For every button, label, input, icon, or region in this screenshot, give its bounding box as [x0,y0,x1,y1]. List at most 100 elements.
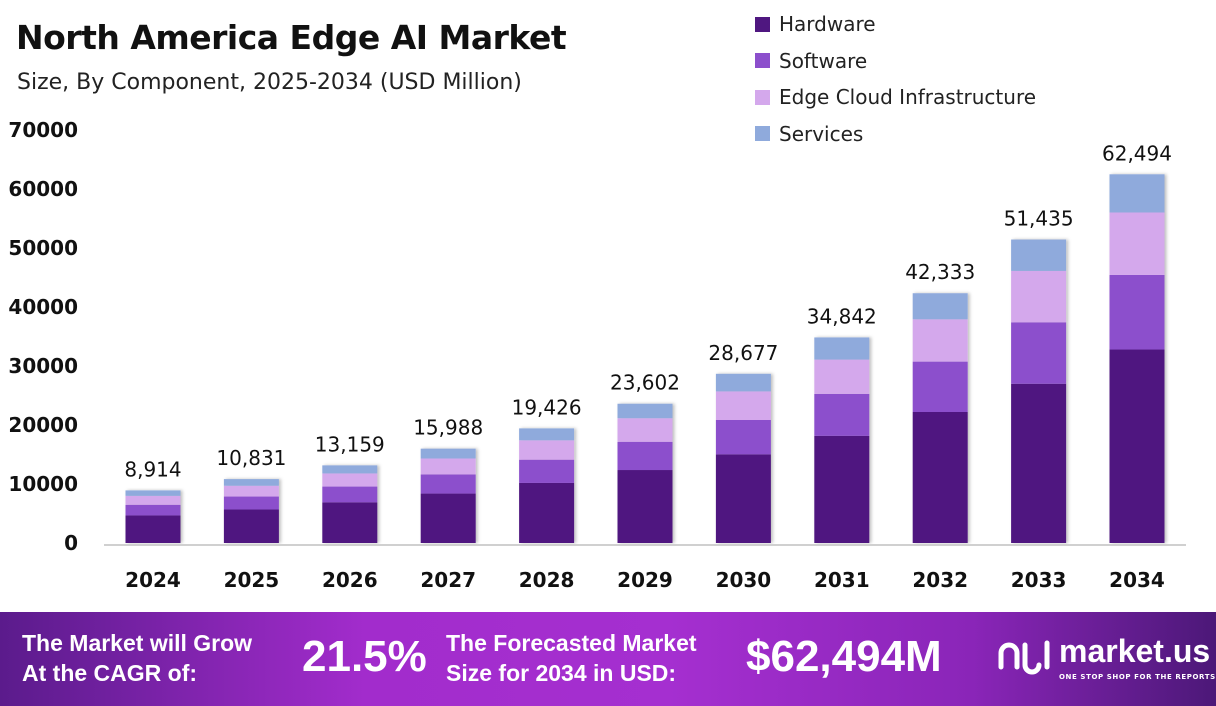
total-data-label: 28,677 [708,341,778,365]
x-tick-label: 2024 [125,568,181,592]
forecast-label: The Forecasted Market Size for 2034 in U… [446,628,697,688]
legend-label: Services [779,121,864,146]
bar-stack-2027 [420,448,476,543]
total-data-label: 13,159 [315,432,385,456]
legend-label: Edge Cloud Infrastructure [779,85,1037,110]
total-data-label: 34,842 [807,304,877,328]
logo-tagline: ONE STOP SHOP FOR THE REPORTS [1059,673,1216,682]
bar-segment-edge-cloud-infrastructure [1011,270,1067,323]
y-tick-label: 30000 [8,354,78,378]
bar-segment-edge-cloud-infrastructure [912,319,968,362]
bar-segment-edge-cloud-infrastructure [617,418,673,442]
bar-segment-hardware [420,493,476,543]
total-data-label: 42,333 [905,260,975,284]
bar-segment-edge-cloud-infrastructure [322,473,378,487]
y-tick-label: 60000 [8,177,78,201]
bar-segment-edge-cloud-infrastructure [814,359,870,394]
bar-segment-software [125,504,181,516]
bar-segment-software [420,474,476,494]
bar-stack-2028 [519,428,575,543]
total-data-label: 62,494 [1102,141,1172,165]
y-tick-label: 40000 [8,295,78,319]
total-data-label: 23,602 [610,371,680,395]
x-tick-label: 2028 [519,568,575,592]
bar-stack-2034 [1109,174,1165,543]
market-us-logo: market.us ONE STOP SHOP FOR THE REPORTS [995,632,1216,682]
bar-segment-hardware [322,502,378,543]
bar-segment-edge-cloud-infrastructure [420,458,476,475]
x-tick-label: 2025 [224,568,280,592]
bar-stack-2025 [223,479,279,543]
bar-segment-edge-cloud-infrastructure [715,391,771,420]
x-tick-label: 2026 [322,568,378,592]
bar-segment-services [519,428,575,441]
bar-segment-services [1109,174,1165,213]
logo-mark-icon [998,640,1050,675]
bar-segment-hardware [912,412,968,543]
bar-segment-software [814,393,870,436]
bar-stack-2033 [1011,239,1067,543]
bar-segment-hardware [1109,349,1165,543]
bar-segment-edge-cloud-infrastructure [1109,212,1165,275]
total-data-label: 19,426 [512,395,582,419]
chart-title: North America Edge AI Market [16,18,567,57]
bar-segment-software [322,486,378,503]
bar-segment-software [617,441,673,471]
total-data-label: 10,831 [216,446,286,470]
bar-segment-services [420,448,476,459]
bar-segment-hardware [519,482,575,543]
bar-segment-services [1011,239,1067,271]
legend: Hardware Software Edge Cloud Infrastruct… [755,6,1036,152]
bar-stack-2024 [125,490,181,543]
bar-segment-services [223,479,279,486]
bar-segment-edge-cloud-infrastructure [223,485,279,497]
total-data-label: 15,988 [413,416,483,440]
bar-stack-2026 [322,465,378,543]
bar-segment-hardware [223,509,279,543]
cagr-label: The Market will Grow At the CAGR of: [22,628,252,688]
y-tick-label: 70000 [8,118,78,142]
legend-item-software: Software [755,43,1036,80]
bar-segment-edge-cloud-infrastructure [519,440,575,460]
legend-swatch [755,89,770,105]
bar-segment-hardware [814,435,870,543]
bar-stack-2029 [617,403,673,543]
legend-item-services: Services [755,116,1036,153]
legend-swatch [755,16,770,32]
y-tick-label: 0 [64,531,78,555]
legend-item-edge-cloud: Edge Cloud Infrastructure [755,79,1036,116]
x-tick-label: 2034 [1109,568,1165,592]
legend-label: Software [779,48,868,73]
cagr-label-line1: The Market will Grow [22,630,253,656]
cagr-value: 21.5% [302,632,427,681]
y-tick-label: 10000 [8,472,78,496]
forecast-value: $62,494M [746,632,942,681]
bar-segment-services [715,373,771,392]
bar-segment-hardware [715,454,771,543]
x-tick-label: 2029 [617,568,673,592]
bar-stack-2031 [814,337,870,543]
stacked-bar-chart: 0 10000 20000 30000 40000 50000 60000 70000 8,9… [8,118,1186,592]
y-tick-label: 50000 [8,236,78,260]
bar-segment-edge-cloud-infrastructure [125,495,181,505]
x-tick-label: 2032 [912,568,968,592]
bar-segment-services [814,337,870,360]
bar-segment-software [715,419,771,455]
bar-segment-hardware [1011,383,1067,543]
y-tick-label: 20000 [8,413,78,437]
x-tick-label: 2033 [1011,568,1067,592]
bar-segment-services [125,490,181,496]
bar-segment-software [1011,322,1067,384]
x-tick-label: 2030 [716,568,772,592]
legend-swatch [755,126,770,142]
bar-segment-services [912,293,968,320]
bar-segment-services [322,465,378,474]
bar-segment-hardware [617,470,673,543]
summary-banner: The Market will Grow At the CAGR of: 21.… [0,612,1216,706]
logo-text: market.us [1059,633,1211,669]
total-data-label: 51,435 [1004,207,1074,231]
legend-swatch [755,53,770,69]
cagr-label-line2: At the CAGR of: [22,660,198,686]
bar-stack-2030 [715,373,771,543]
bar-segment-software [223,496,279,510]
